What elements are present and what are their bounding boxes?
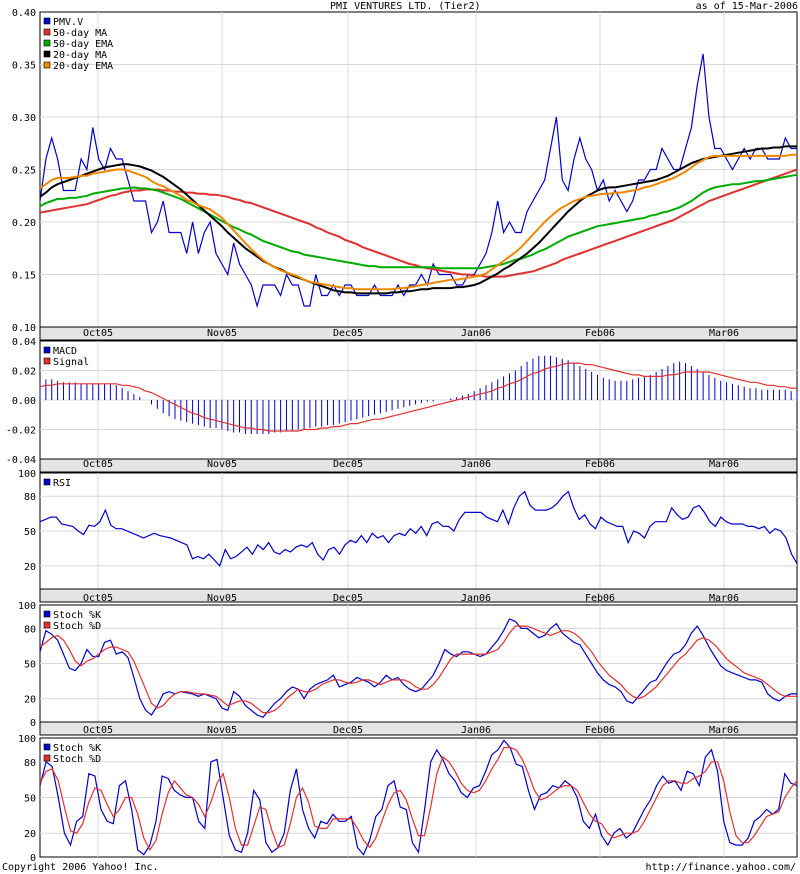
macd-legend-label: MACD [53, 346, 77, 357]
macd-legend-swatch [43, 346, 51, 354]
price-legend-swatch [43, 50, 51, 58]
stoch1-series-stoch-d [39, 625, 797, 714]
stoch2-series-stoch-d [39, 746, 798, 852]
stoch1-xtick-label: Mar06 [709, 725, 739, 736]
price-xtick-label: Feb06 [585, 328, 615, 339]
macd-legend-label: Signal [53, 357, 89, 368]
macd-xtick-label: Oct05 [83, 459, 113, 470]
price-ytick-label: 0.40 [12, 8, 36, 19]
stoch1-ytick-label: 0 [30, 718, 36, 729]
rsi-xtick-label: Jan06 [461, 593, 491, 604]
price-legend-label: 50-day MA [53, 28, 107, 39]
price-legend-swatch [43, 61, 51, 69]
stoch1-legend-label: Stoch %D [53, 621, 101, 632]
rsi-xtick-label: Dec05 [333, 593, 363, 604]
price-legend-label: PMV.V [53, 17, 83, 28]
stoch1-xtick-label: Feb06 [585, 725, 615, 736]
price-ytick-label: 0.15 [12, 271, 36, 282]
rsi-ytick-label: 50 [24, 527, 36, 538]
stoch1-series-stoch-k [39, 618, 797, 719]
price-ytick-label: 0.10 [12, 323, 36, 334]
macd-legend-swatch [43, 357, 51, 365]
macd-ytick-label: 0.02 [12, 367, 36, 378]
stoch1-legend-label: Stoch %K [53, 610, 101, 621]
stoch1-ytick-label: 20 [24, 695, 36, 706]
stoch1-xtick-label: Jan06 [461, 725, 491, 736]
stoch2-ytick-label: 80 [24, 758, 36, 769]
stoch1-ytick-label: 100 [18, 601, 36, 612]
price-ytick-label: 0.35 [12, 61, 36, 72]
stoch1-ytick-label: 80 [24, 624, 36, 635]
chart-title: PMI VENTURES LTD. (Tier2) [330, 1, 481, 12]
rsi-ytick-label: 20 [24, 562, 36, 573]
stoch1-xtick-label: Nov05 [207, 725, 237, 736]
price-legend-swatch [43, 28, 51, 36]
macd-xtick-label: Mar06 [709, 459, 739, 470]
rsi-series-rsi [39, 490, 798, 567]
price-series-pmv-v [39, 53, 797, 309]
stoch1-xtick-label: Oct05 [83, 725, 113, 736]
stoch1-ytick-label: 50 [24, 660, 36, 671]
price-xtick-label: Oct05 [83, 328, 113, 339]
stoch1-date-strip [39, 721, 798, 736]
macd-xtick-label: Dec05 [333, 459, 363, 470]
price-series-20-day-ma [39, 145, 797, 295]
as-of-date: as of 15-Mar-2006 [695, 1, 798, 12]
macd-series-signal [39, 362, 797, 432]
macd-xtick-label: Feb06 [585, 459, 615, 470]
price-ytick-label: 0.25 [12, 166, 36, 177]
price-legend-swatch [43, 17, 51, 25]
macd-date-strip [39, 458, 798, 473]
rsi-date-strip [39, 588, 798, 603]
stoch2-legend-swatch [43, 743, 51, 751]
stoch2-legend-label: Stoch %D [53, 754, 101, 765]
rsi-xtick-label: Mar06 [709, 593, 739, 604]
macd-ytick-label: -0.02 [6, 426, 36, 437]
price-legend-label: 20-day MA [53, 50, 107, 61]
price-date-strip [39, 326, 798, 341]
price-series-20-day-ema [39, 153, 797, 291]
macd-xtick-label: Jan06 [461, 459, 491, 470]
price-xtick-label: Nov05 [207, 328, 237, 339]
price-series-50-day-ema [39, 173, 798, 270]
rsi-xtick-label: Nov05 [207, 593, 237, 604]
stoch2-ytick-label: 100 [18, 734, 36, 745]
price-ytick-label: 0.20 [12, 218, 36, 229]
macd-xtick-label: Nov05 [207, 459, 237, 470]
stoch2-ytick-label: 50 [24, 794, 36, 805]
macd-ytick-label: 0.04 [12, 337, 36, 348]
price-series-50-day-ma [39, 168, 798, 278]
price-legend-swatch [43, 39, 51, 47]
stoch2-ytick-label: 20 [24, 829, 36, 840]
rsi-legend-swatch [43, 478, 51, 486]
stoch2-legend-swatch [43, 754, 51, 762]
copyright-text: Copyright 2006 Yahoo! Inc. [2, 862, 159, 873]
stoch1-legend-swatch [43, 621, 51, 629]
stoch1-xtick-label: Dec05 [333, 725, 363, 736]
stoch2-legend-label: Stoch %K [53, 743, 101, 754]
rsi-ytick-label: 100 [18, 469, 36, 480]
price-ytick-label: 0.30 [12, 113, 36, 124]
stoch2-series-stoch-k [39, 739, 798, 856]
rsi-xtick-label: Feb06 [585, 593, 615, 604]
price-legend-label: 20-day EMA [53, 61, 113, 72]
price-xtick-label: Mar06 [709, 328, 739, 339]
macd-ytick-label: -0.04 [6, 455, 36, 466]
rsi-xtick-label: Oct05 [83, 593, 113, 604]
price-legend-label: 50-day EMA [53, 39, 113, 50]
stoch2-ytick-label: 0 [30, 853, 36, 864]
stoch1-legend-swatch [43, 610, 51, 618]
rsi-legend-label: RSI [53, 478, 71, 489]
rsi-ytick-label: 80 [24, 492, 36, 503]
price-xtick-label: Jan06 [461, 328, 491, 339]
macd-ytick-label: 0.00 [12, 396, 36, 407]
source-url[interactable]: http://finance.yahoo.com/ [645, 862, 796, 873]
price-xtick-label: Dec05 [333, 328, 363, 339]
